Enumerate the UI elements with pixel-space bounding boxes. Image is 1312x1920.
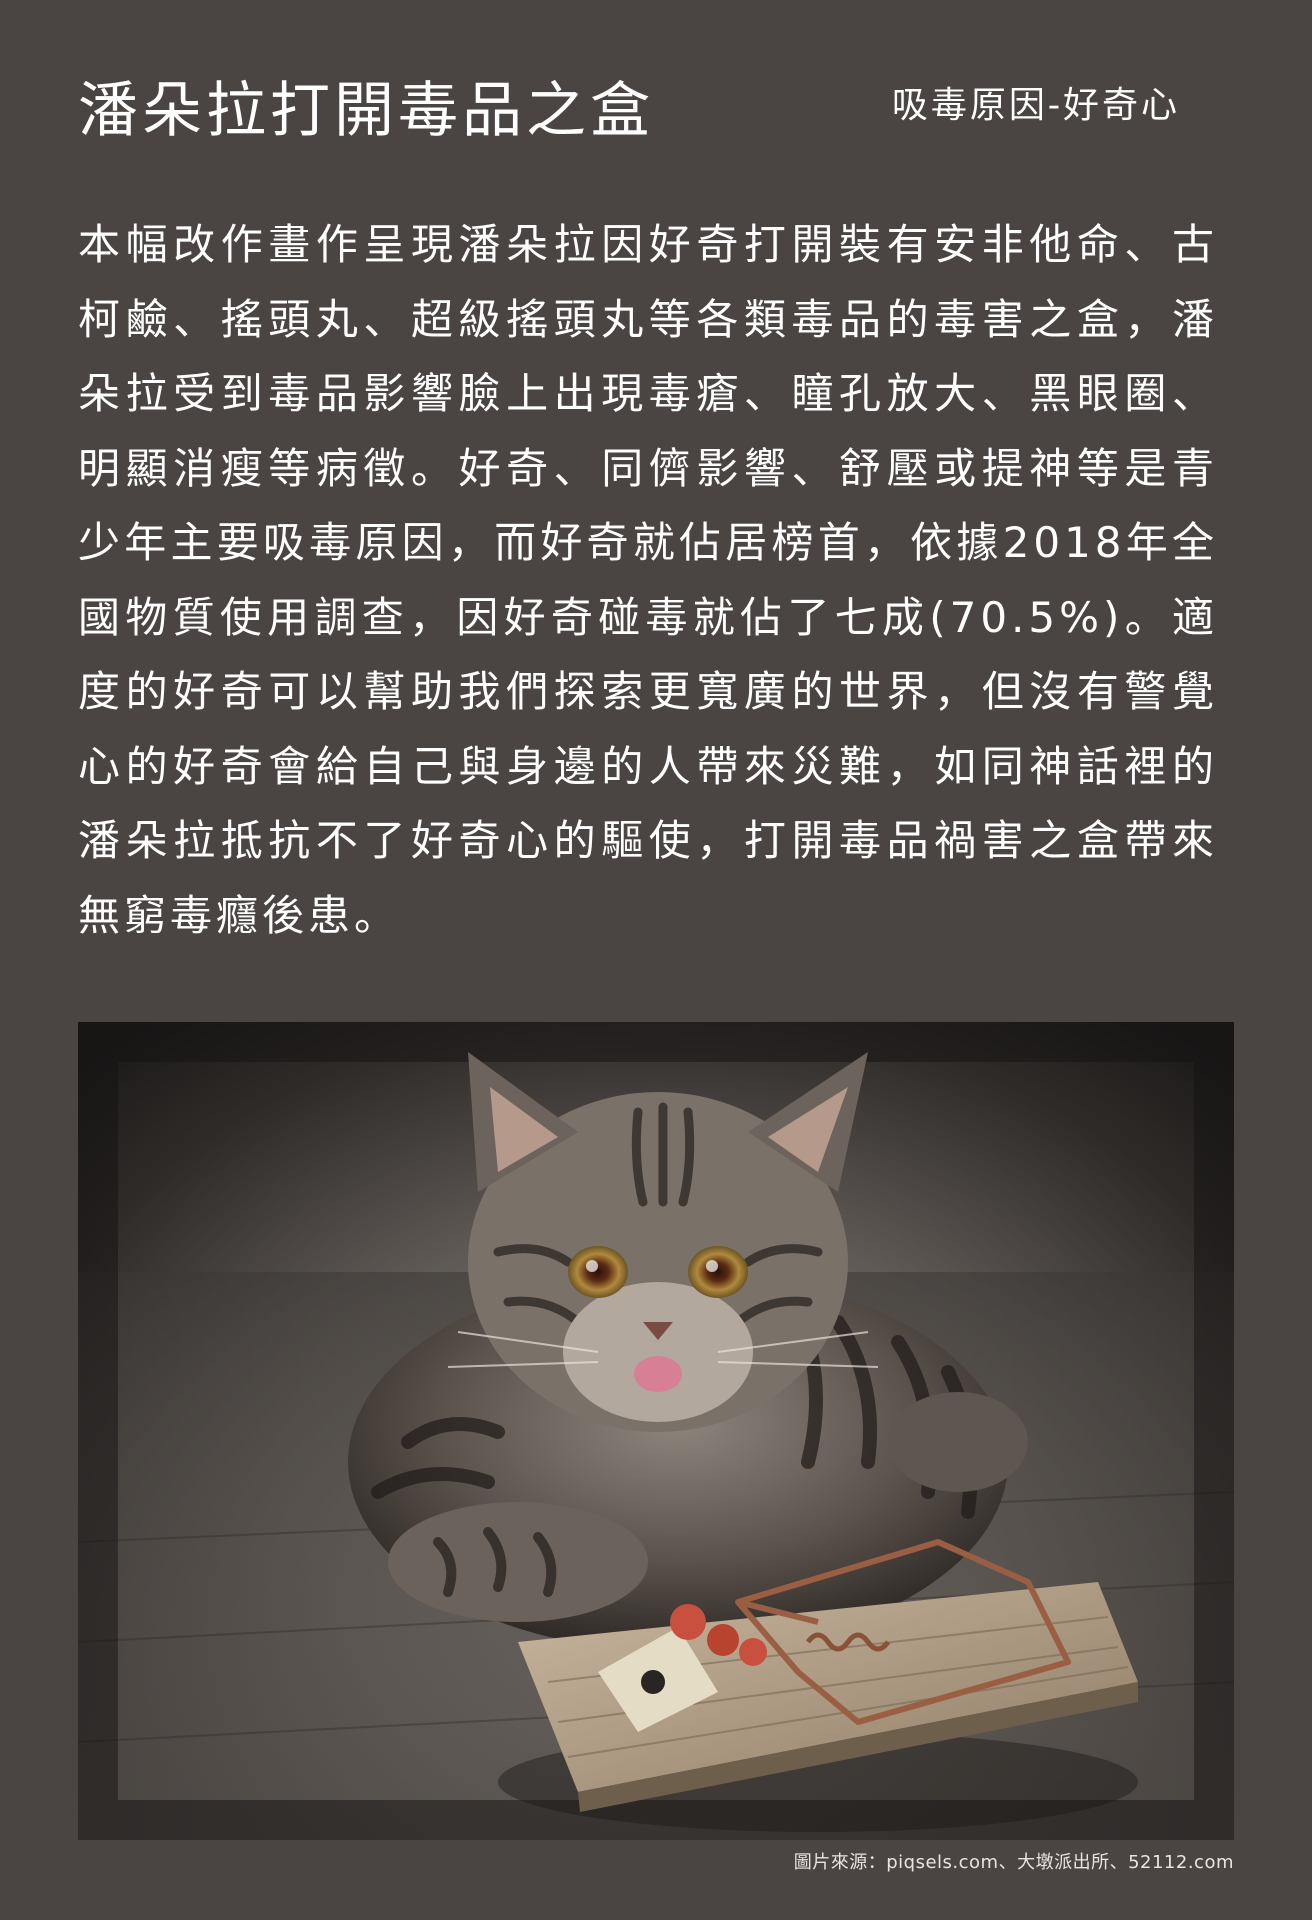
- page-title: 潘朵拉打開毒品之盒: [78, 76, 654, 146]
- kitten-mousetrap-photo: [78, 1022, 1234, 1840]
- kitten-mousetrap-illustration-icon: [78, 1022, 1234, 1840]
- article-body: 本幅改作畫作呈現潘朵拉因好奇打開裝有安非他命、古柯鹼、搖頭丸、超級搖頭丸等各類毒…: [78, 220, 1218, 940]
- page-subtitle: 吸毒原因-好奇心: [891, 85, 1180, 126]
- page-header: 潘朵拉打開毒品之盒 吸毒原因-好奇心: [78, 66, 1228, 156]
- image-credit: 圖片來源：piqsels.com、大墩派出所、52112.com: [793, 1852, 1234, 1873]
